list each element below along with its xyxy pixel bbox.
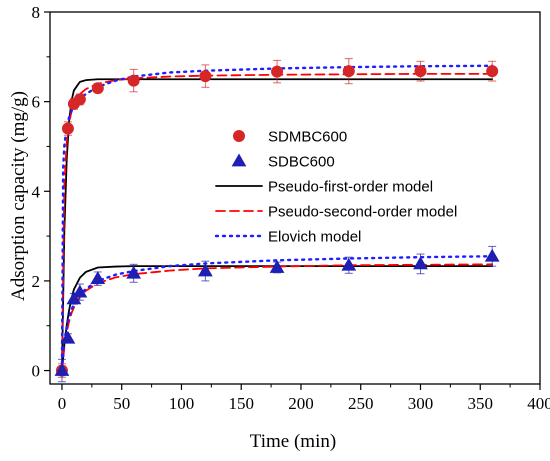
x-tick-label: 100 — [169, 394, 195, 413]
y-axis-label: Adsorption capacity (mg/g) — [8, 91, 29, 301]
x-tick-label: 150 — [228, 394, 254, 413]
x-tick-label: 400 — [527, 394, 550, 413]
data-point-sdmbc600 — [61, 122, 74, 135]
x-tick-label: 50 — [113, 394, 130, 413]
x-tick-label: 300 — [408, 394, 434, 413]
data-point-sdmbc600 — [73, 93, 86, 106]
legend-label-pseudo-second-order-model: Pseudo-second-order model — [268, 204, 457, 221]
data-point-sdbc600 — [126, 265, 142, 279]
data-point-sdbc600 — [90, 271, 106, 285]
legend-marker-sdbc600 — [231, 153, 247, 167]
curve-pseudo-first-order-model — [61, 265, 494, 372]
x-tick-label: 350 — [467, 394, 493, 413]
data-point-sdbc600 — [484, 248, 500, 262]
data-point-sdmbc600 — [271, 65, 284, 78]
data-point-sdbc600 — [54, 363, 70, 376]
legend-label-sdmbc600: SDMBC600 — [268, 129, 347, 146]
legend-marker-sdmbc600 — [233, 130, 245, 142]
data-points — [54, 58, 500, 383]
axis-ticks: 0 50 100 150 200 250 300 350 400 0 2 4 6 8 — [32, 3, 550, 413]
y-tick-label: 4 — [32, 182, 41, 201]
data-point-sdmbc600 — [127, 74, 140, 87]
legend-label-elovich-model: Elovich model — [268, 229, 361, 246]
data-point-sdbc600 — [269, 259, 285, 273]
legend-label-sdbc600: SDBC600 — [268, 154, 335, 171]
x-axis-label: Time (min) — [250, 431, 336, 452]
x-tick-label: 250 — [348, 394, 374, 413]
curve-pseudo-first-order-model — [61, 78, 494, 372]
data-point-sdmbc600 — [199, 70, 212, 83]
y-tick-label: 6 — [32, 93, 41, 112]
data-point-sdbc600 — [60, 330, 76, 344]
legend: SDMBC600 SDBC600 Pseudo-first-order model P… — [214, 129, 457, 246]
data-point-sdbc600 — [341, 257, 357, 271]
plot-frame — [49, 11, 541, 385]
data-point-sdmbc600 — [486, 65, 499, 78]
y-tick-label: 2 — [32, 272, 41, 291]
curve-pseudo-second-order-model — [61, 72, 494, 372]
curve-elovich-model — [60, 255, 494, 372]
data-point-sdmbc600 — [342, 65, 355, 78]
data-point-sdbc600 — [198, 263, 213, 277]
curve-pseudo-second-order-model — [61, 263, 494, 372]
data-point-sdmbc600 — [414, 65, 427, 78]
x-tick-label: 200 — [288, 394, 314, 413]
data-point-sdbc600 — [413, 256, 428, 270]
data-point-sdmbc600 — [91, 82, 104, 95]
x-tick-label: 0 — [58, 394, 67, 413]
data-point-sdbc600 — [66, 291, 82, 305]
axes-frame — [49, 11, 541, 385]
y-tick-label: 0 — [32, 362, 41, 381]
data-point-sdbc600 — [72, 284, 88, 298]
y-tick-label: 8 — [32, 3, 41, 22]
legend-label-pseudo-first-order-model: Pseudo-first-order model — [268, 179, 433, 196]
